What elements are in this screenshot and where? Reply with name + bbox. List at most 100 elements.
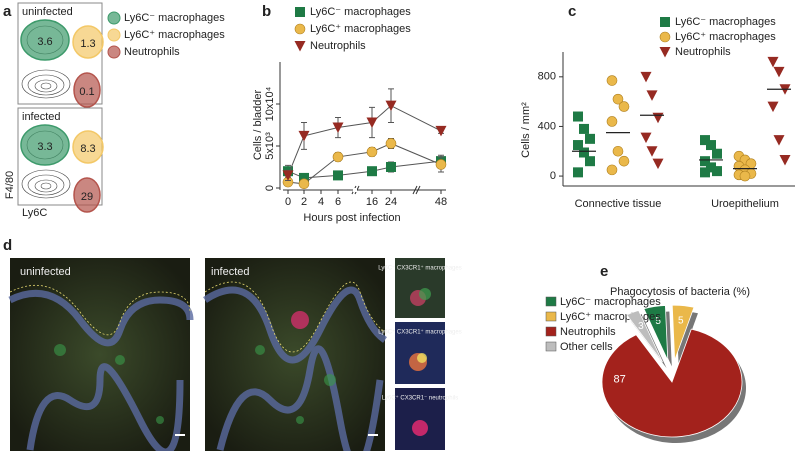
marker: [298, 178, 310, 190]
gate-value: 3.3: [37, 141, 52, 153]
sample-label: infected: [22, 111, 61, 123]
panel-label: b: [262, 3, 271, 20]
slice: [626, 309, 663, 363]
marker: [606, 164, 618, 176]
legend-swatch: [295, 7, 305, 17]
legend-swatch: [107, 45, 121, 59]
x-tick-label: Uroepithelium: [711, 198, 779, 210]
gate-value: 3.6: [37, 36, 52, 48]
marker: [706, 140, 716, 151]
micrograph-label: uninfected: [20, 266, 71, 278]
marker: [640, 132, 652, 144]
y-tick-label: 400: [538, 120, 556, 132]
micrograph-label: infected: [211, 266, 250, 278]
marker: [579, 147, 589, 158]
legend-label: Ly6C⁻ macrophages: [124, 12, 225, 24]
marker: [773, 66, 785, 78]
marker: [579, 123, 589, 134]
marker: [298, 130, 310, 142]
marker: [435, 125, 447, 137]
series-line: [287, 160, 442, 179]
legend-label: Ly6C⁺ macrophages: [310, 23, 411, 35]
marker: [700, 135, 710, 146]
y-tick-label: 800: [538, 71, 556, 83]
legend-label: Neutrophils: [124, 46, 180, 58]
x-tick-label: 48: [435, 196, 447, 208]
legend-label: Neutrophils: [310, 40, 366, 52]
x-tick-label: 24: [385, 196, 397, 208]
legend-swatch: [107, 11, 121, 25]
legend-swatch: [545, 326, 557, 337]
marker: [606, 116, 618, 127]
gate-value: 8.3: [80, 143, 95, 155]
marker: [435, 159, 447, 170]
axis-break-gap: [353, 188, 357, 192]
y-axis-label: F4/80: [4, 171, 16, 199]
inset-label: Ly6C⁺ CX3CR1⁺ macrophages: [378, 329, 461, 336]
legend-swatch: [545, 311, 557, 322]
marker: [573, 167, 583, 178]
legend-label: Other cells: [560, 341, 613, 353]
x-tick-label: 0: [285, 196, 291, 208]
x-axis-label: Hours post infection: [303, 212, 400, 224]
slice-label: 3: [638, 321, 644, 332]
gate-value: 1.3: [80, 38, 95, 50]
x-tick-label: Connective tissue: [575, 198, 662, 210]
marker: [773, 135, 785, 146]
marker: [386, 162, 396, 172]
axis-break: [412, 185, 421, 195]
legend-label: Ly6C⁺ macrophages: [560, 311, 661, 323]
inset-label: Ly6C⁺ CX3CR1⁻ neutrophils: [382, 395, 458, 402]
gate: [73, 177, 101, 213]
marker: [646, 90, 658, 101]
marker: [700, 156, 710, 167]
legend-swatch: [659, 47, 671, 58]
legend-swatch: [545, 296, 557, 307]
panel-label: d: [3, 237, 12, 254]
legend-swatch: [660, 17, 670, 27]
marker: [333, 170, 343, 181]
marker: [618, 155, 630, 167]
slice-label: 87: [613, 373, 625, 385]
marker: [646, 146, 658, 157]
gate: [20, 19, 70, 61]
gate: [72, 25, 104, 59]
marker: [767, 56, 779, 68]
legend-label: Ly6C⁺ macrophages: [675, 31, 776, 43]
marker: [585, 133, 595, 144]
y-tick-label: 5x10³: [264, 132, 276, 160]
gate: [20, 124, 70, 166]
marker: [652, 158, 664, 170]
marker: [712, 166, 722, 177]
legend-swatch: [294, 23, 306, 35]
slice-label: 5: [655, 316, 661, 327]
marker: [332, 151, 344, 163]
slice: [601, 328, 743, 438]
legend-label: Ly6C⁺ macrophages: [124, 29, 225, 41]
marker: [640, 71, 652, 83]
slice: [671, 304, 695, 361]
marker: [767, 101, 779, 113]
gate-value: 0.1: [79, 86, 94, 98]
marker: [332, 122, 344, 134]
marker: [712, 148, 722, 159]
x-tick-label: 4: [318, 196, 324, 208]
panel-label: e: [600, 263, 608, 280]
marker: [612, 93, 624, 105]
marker: [652, 112, 664, 124]
y-axis-label: Cells / mm²: [520, 102, 532, 158]
gate-value: 29: [81, 191, 93, 203]
panel-label: c: [568, 3, 576, 20]
legend-label: Ly6C⁻ macrophages: [310, 6, 411, 18]
y-tick-label: 10x10⁴: [264, 86, 276, 121]
marker: [282, 170, 294, 181]
chart-title: Phagocytosis of bacteria (%): [610, 286, 750, 298]
x-tick-label: 6: [335, 196, 341, 208]
gate: [72, 130, 104, 164]
marker: [573, 140, 583, 151]
legend-swatch: [659, 31, 671, 43]
x-tick-label: 16: [366, 196, 378, 208]
legend-label: Neutrophils: [675, 46, 731, 58]
panel-label: a: [3, 3, 12, 20]
